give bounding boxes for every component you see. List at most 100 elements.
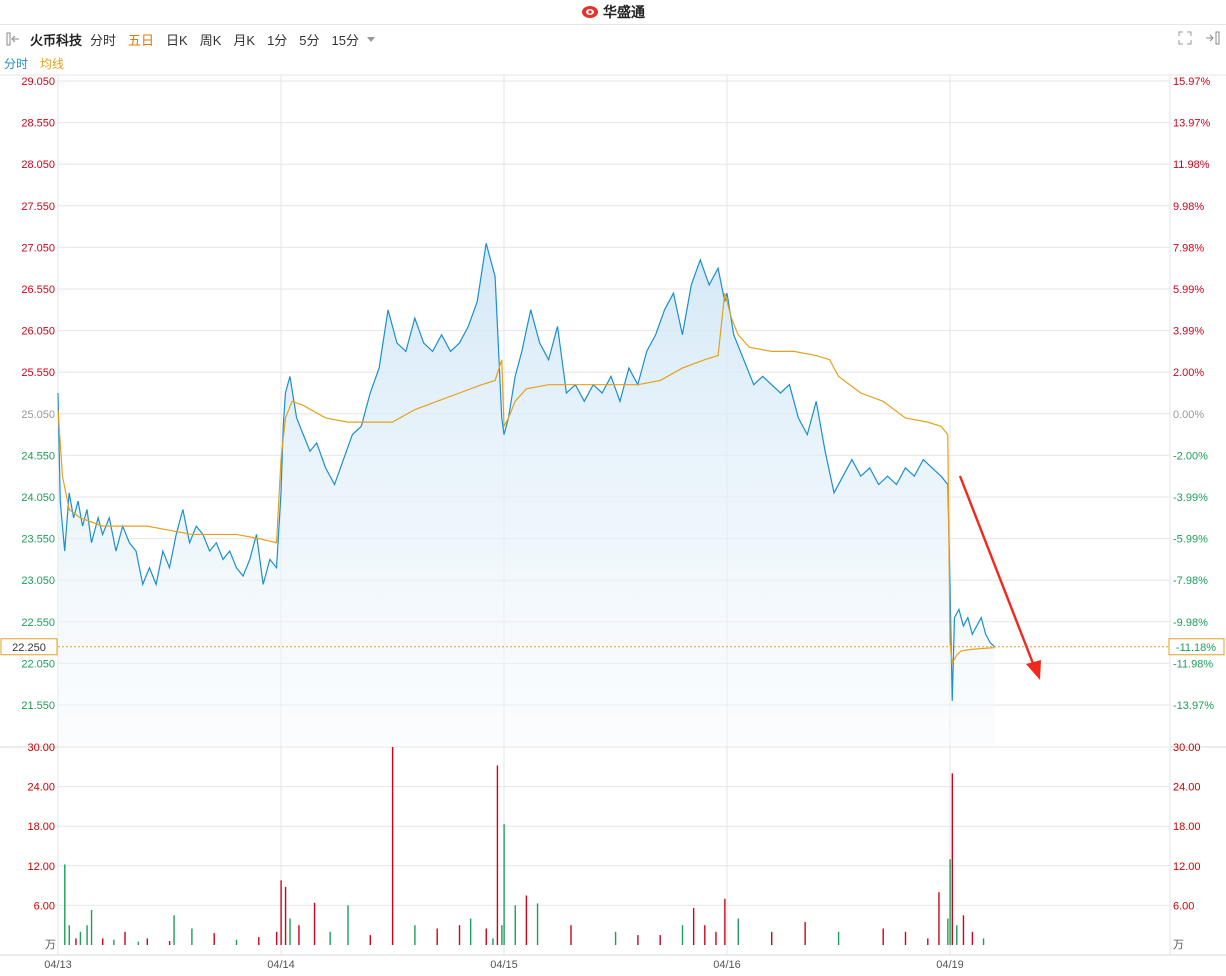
tab-15min[interactable]: 15分	[331, 32, 359, 48]
volume-bar	[570, 925, 572, 945]
volume-bar	[837, 931, 840, 945]
price-tick-label: 29.050	[21, 76, 55, 88]
tab-five-day[interactable]: 五日	[128, 32, 155, 48]
pct-tick-label: 13.97%	[1173, 118, 1211, 130]
stock-name: 火币科技	[30, 32, 83, 48]
volume-bar	[681, 925, 684, 945]
volume-bar	[258, 937, 260, 945]
volume-bar	[469, 918, 472, 945]
pct-tick-label: -13.97%	[1173, 700, 1214, 712]
volume-tick-label-right: 6.00	[1173, 900, 1194, 912]
volume-tick-label: 6.00	[34, 900, 55, 912]
price-tick-label: 24.050	[21, 492, 55, 504]
volume-bar	[614, 931, 617, 945]
tab-weekly-k[interactable]: 周K	[199, 32, 222, 48]
volume-bar	[113, 939, 115, 945]
day-label: 04/14	[267, 959, 295, 971]
volume-bar	[951, 773, 954, 945]
price-tick-label: 24.550	[21, 450, 55, 462]
pct-tick-label: 11.98%	[1173, 159, 1210, 171]
volume-bar	[485, 928, 487, 945]
volume-bar	[235, 939, 238, 945]
day-label: 04/13	[44, 959, 72, 971]
logo: 华盛通	[581, 2, 645, 22]
volume-bar	[771, 931, 773, 945]
volume-unit-label: 万	[45, 939, 56, 951]
tab-daily-k[interactable]: 日K	[166, 32, 188, 48]
price-tick-label: 22.050	[21, 658, 55, 670]
tab-5min[interactable]: 5分	[299, 32, 320, 48]
fullscreen-icon[interactable]	[1178, 31, 1192, 45]
price-tick-label: 25.050	[21, 409, 55, 421]
current-pct-box	[1168, 638, 1225, 656]
chevron-down-icon[interactable]	[367, 36, 375, 42]
legend-price-line: 分时	[4, 57, 29, 71]
current-price-label: 22.250	[12, 642, 46, 654]
annotation-arrowhead	[1026, 660, 1041, 680]
volume-bar	[692, 908, 695, 945]
volume-tick-label: 18.00	[27, 821, 55, 833]
volume-bar	[284, 886, 287, 945]
price-line	[57, 243, 996, 701]
volume-bar	[956, 925, 958, 945]
price-tick-label: 26.550	[21, 284, 55, 296]
volume-bar	[704, 925, 706, 945]
volume-bar	[724, 898, 726, 945]
legend-avg-line: 均线	[40, 57, 65, 71]
volume-bar	[191, 928, 193, 945]
volume-bar	[525, 895, 528, 945]
volume-bar	[436, 928, 438, 945]
volume-bar	[329, 931, 331, 945]
volume-tick-label: 12.00	[27, 861, 55, 873]
pct-tick-label: 0.00%	[1173, 409, 1204, 421]
volume-bar	[168, 941, 171, 945]
volume-bar	[514, 905, 516, 945]
annotation-arrow	[958, 475, 1036, 667]
pct-tick-label: -3.99%	[1173, 492, 1208, 504]
volume-bar	[75, 938, 77, 945]
price-tick-label: 26.050	[21, 326, 55, 338]
logo-text: 华盛通	[603, 4, 645, 20]
volume-bar	[804, 921, 806, 945]
volume-bar	[86, 925, 88, 945]
volume-bar	[501, 925, 503, 945]
volume-tick-label-right: 12.00	[1173, 861, 1201, 873]
volume-bar	[298, 925, 300, 945]
pct-tick-label: 7.98%	[1173, 242, 1204, 254]
price-tick-label: 23.050	[21, 575, 55, 587]
volume-bar	[962, 915, 965, 945]
pct-tick-label: -2.00%	[1173, 450, 1208, 462]
volume-tick-label-right: 30.00	[1173, 742, 1201, 754]
pct-tick-label: -9.98%	[1173, 617, 1208, 629]
price-tick-label: 28.050	[21, 159, 55, 171]
volume-bar	[715, 931, 717, 945]
volume-bar	[536, 903, 539, 945]
tab-1min[interactable]: 1分	[267, 32, 288, 48]
price-tick-label: 27.550	[21, 201, 55, 213]
pct-tick-label: -5.99%	[1173, 534, 1208, 546]
volume-unit-label-right: 万	[1173, 939, 1184, 951]
avg-line	[57, 293, 995, 666]
volume-bar	[496, 765, 499, 945]
chart-legend: 分时 均线	[4, 55, 64, 72]
current-price-box	[0, 638, 58, 656]
tab-monthly-k[interactable]: 月K	[233, 32, 256, 48]
price-tick-label: 22.550	[21, 617, 55, 629]
price-tick-label: 25.550	[21, 367, 55, 379]
pct-tick-label: 15.97%	[1173, 76, 1211, 88]
volume-bar	[280, 880, 282, 945]
tab-intraday[interactable]: 分时	[90, 32, 117, 48]
volume-bar	[659, 935, 661, 945]
current-pct-label: -11.18%	[1176, 642, 1216, 654]
price-tick-label: 27.050	[21, 242, 55, 254]
volume-bar	[938, 892, 940, 945]
volume-bar	[927, 938, 929, 945]
volume-bar	[369, 935, 371, 945]
pct-tick-label: 2.00%	[1173, 367, 1204, 379]
volume-bar	[213, 933, 215, 945]
volume-bar	[137, 941, 140, 945]
chart-toolbar: 火币科技 分时 五日 日K 周K 月K 1分 5分 15分	[0, 25, 1226, 53]
expand-panel-icon[interactable]	[1204, 31, 1220, 45]
volume-bar	[904, 931, 907, 945]
collapse-panel-icon[interactable]	[6, 32, 24, 46]
